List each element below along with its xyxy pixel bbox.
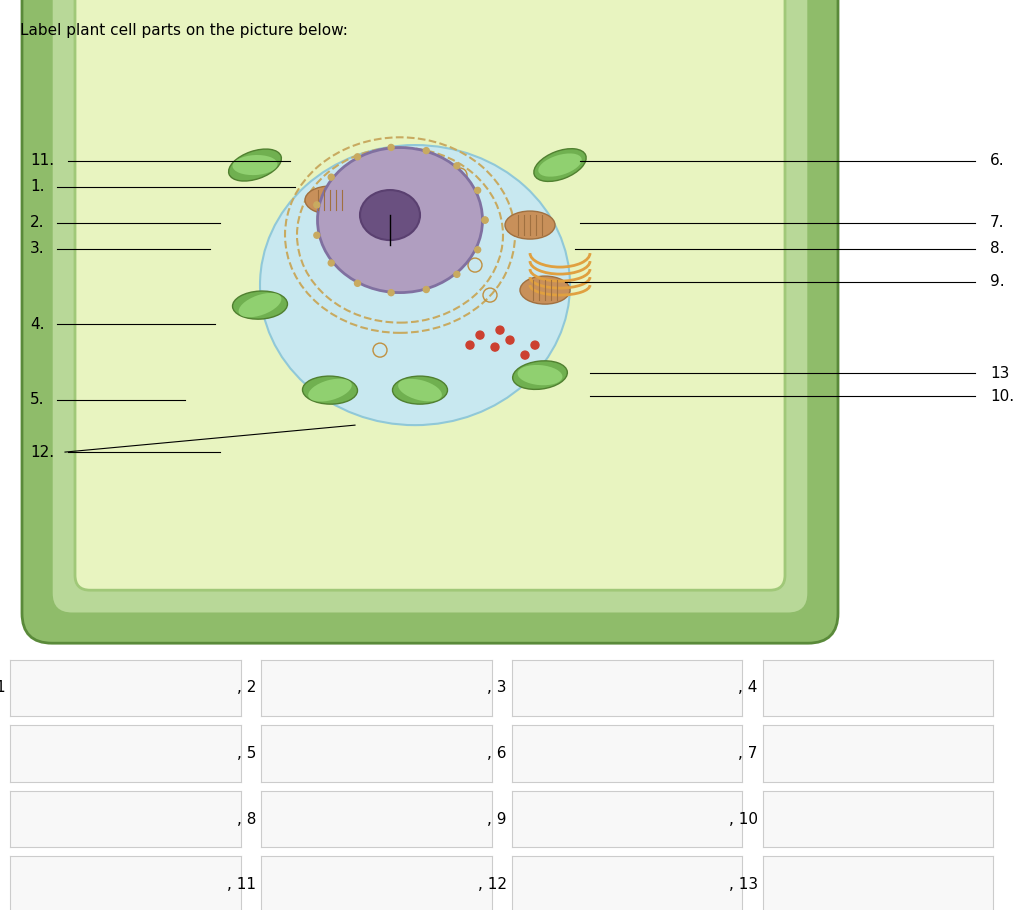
Text: , 12: , 12 xyxy=(478,877,507,892)
Circle shape xyxy=(454,271,460,278)
Text: , 3: , 3 xyxy=(487,681,507,695)
Circle shape xyxy=(521,351,529,359)
Circle shape xyxy=(475,247,480,253)
Text: , 13: , 13 xyxy=(729,877,758,892)
Ellipse shape xyxy=(232,155,278,176)
Text: 4.: 4. xyxy=(30,317,44,332)
Circle shape xyxy=(496,326,504,334)
Ellipse shape xyxy=(238,295,283,315)
Text: Label plant cell parts on the picture below:: Label plant cell parts on the picture be… xyxy=(20,23,348,37)
Ellipse shape xyxy=(520,276,570,304)
Ellipse shape xyxy=(535,147,585,183)
Circle shape xyxy=(388,145,394,150)
Ellipse shape xyxy=(304,373,355,407)
Circle shape xyxy=(475,187,480,193)
Ellipse shape xyxy=(308,379,352,401)
Text: , 7: , 7 xyxy=(738,746,758,761)
FancyBboxPatch shape xyxy=(52,0,808,613)
Circle shape xyxy=(476,331,484,339)
Text: 1: 1 xyxy=(0,681,5,695)
Text: 11.: 11. xyxy=(30,153,54,168)
Text: , 9: , 9 xyxy=(487,812,507,826)
Ellipse shape xyxy=(317,147,482,293)
FancyBboxPatch shape xyxy=(22,0,838,643)
Circle shape xyxy=(490,343,499,351)
Circle shape xyxy=(482,217,488,223)
Ellipse shape xyxy=(360,190,420,240)
FancyBboxPatch shape xyxy=(75,0,785,591)
Ellipse shape xyxy=(514,359,566,391)
Text: 6.: 6. xyxy=(990,153,1005,168)
Circle shape xyxy=(354,280,360,287)
Text: 5.: 5. xyxy=(30,392,44,407)
Circle shape xyxy=(329,260,334,266)
Text: , 6: , 6 xyxy=(487,746,507,761)
Text: 13: 13 xyxy=(990,366,1010,381)
Circle shape xyxy=(506,336,514,344)
Text: , 5: , 5 xyxy=(237,746,256,761)
Ellipse shape xyxy=(518,365,562,386)
Circle shape xyxy=(314,232,319,238)
Circle shape xyxy=(329,174,334,180)
Text: 1.: 1. xyxy=(30,179,44,194)
Text: 3.: 3. xyxy=(30,241,45,257)
Text: , 11: , 11 xyxy=(227,877,256,892)
Circle shape xyxy=(423,147,429,154)
Circle shape xyxy=(482,217,488,223)
Ellipse shape xyxy=(538,155,583,176)
Circle shape xyxy=(531,341,539,349)
Text: 10.: 10. xyxy=(990,389,1014,404)
Circle shape xyxy=(354,154,360,160)
Text: , 8: , 8 xyxy=(237,812,256,826)
Text: , 2: , 2 xyxy=(237,681,256,695)
Ellipse shape xyxy=(398,379,442,400)
Ellipse shape xyxy=(260,145,570,425)
Circle shape xyxy=(423,287,429,292)
Circle shape xyxy=(454,163,460,168)
Ellipse shape xyxy=(394,372,445,408)
Text: 2.: 2. xyxy=(30,216,44,230)
Ellipse shape xyxy=(233,290,287,320)
Ellipse shape xyxy=(505,211,555,239)
Ellipse shape xyxy=(305,186,355,214)
Text: 8.: 8. xyxy=(990,241,1005,257)
Ellipse shape xyxy=(230,147,280,183)
Text: 12.: 12. xyxy=(30,445,54,460)
Text: , 10: , 10 xyxy=(729,812,758,826)
Circle shape xyxy=(466,341,474,349)
Text: 7.: 7. xyxy=(990,216,1005,230)
Circle shape xyxy=(314,202,319,207)
Text: 9.: 9. xyxy=(990,274,1005,289)
Circle shape xyxy=(388,289,394,296)
Text: , 4: , 4 xyxy=(738,681,758,695)
